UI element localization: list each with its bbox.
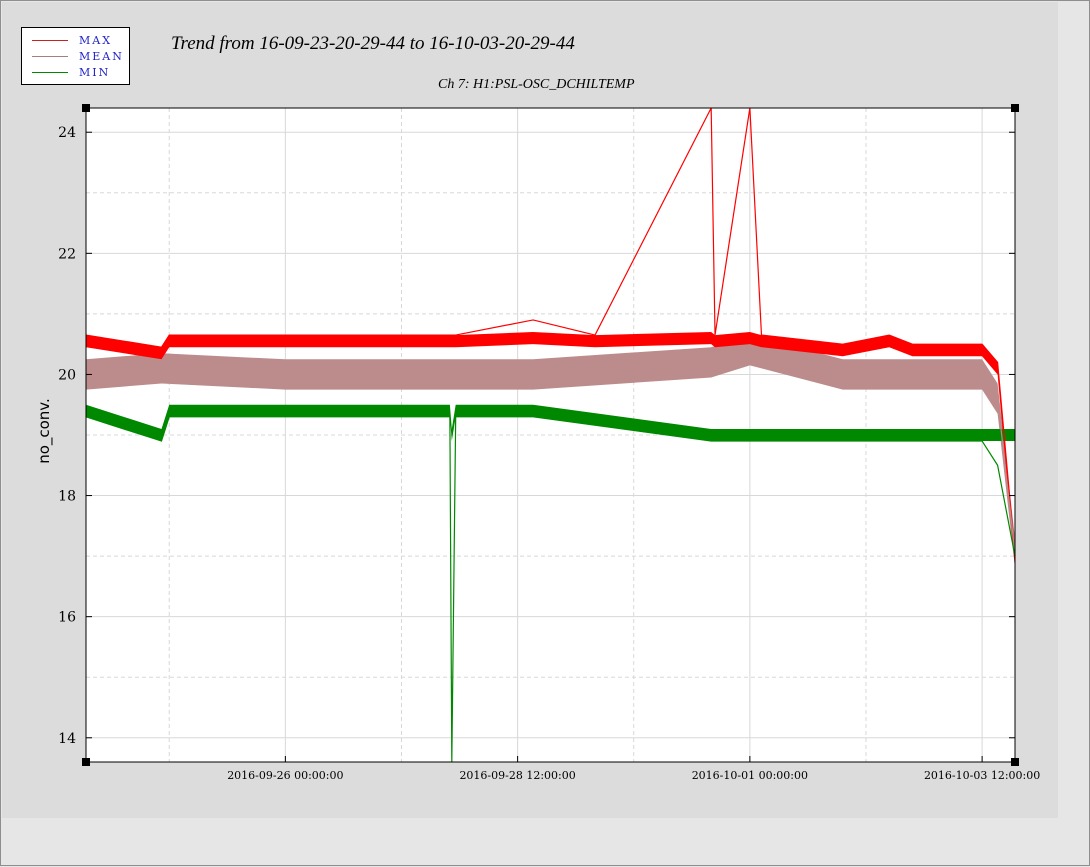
chart-title: Trend from 16-09-23-20-29-44 to 16-10-03… — [171, 33, 575, 54]
y-tick-label: 18 — [58, 489, 76, 505]
frame-corner-marker — [82, 104, 90, 112]
y-tick-label: 20 — [58, 367, 76, 383]
legend-item-max: MAX — [32, 34, 127, 48]
legend-label-mean: MEAN — [79, 50, 124, 63]
legend-swatch-min — [32, 72, 68, 73]
y-tick-label: 24 — [58, 125, 76, 141]
y-tick-label: 14 — [58, 731, 76, 747]
chart-subtitle: Ch 7: H1:PSL-OSC_DCHILTEMP — [438, 77, 635, 92]
frame-corner-marker — [1011, 758, 1019, 766]
legend-item-min: MIN — [32, 66, 127, 80]
series-line-max — [85, 107, 1016, 557]
legend-swatch-max — [32, 40, 68, 41]
legend-swatch-mean — [32, 56, 68, 57]
x-tick-label: 2016-09-28 12:00:00 — [459, 769, 575, 782]
plot-frame — [85, 107, 1016, 763]
legend-item-mean: MEAN — [32, 50, 127, 64]
series-line-min — [85, 416, 1016, 763]
series-line-mean — [85, 349, 1016, 554]
x-tick-label: 2016-10-03 12:00:00 — [924, 769, 1040, 782]
frame-corner-marker — [1011, 104, 1019, 112]
frame-corner-marker — [82, 758, 90, 766]
series-band-min — [86, 404, 1015, 442]
legend-label-min: MIN — [79, 66, 111, 79]
series-band-mean — [86, 335, 1015, 569]
legend-label-max: MAX — [79, 34, 113, 47]
series-band-max — [86, 332, 1015, 569]
x-tick-label: 2016-10-01 00:00:00 — [692, 769, 808, 782]
legend-box: MAX MEAN MIN — [21, 27, 130, 85]
y-tick-label: 22 — [58, 246, 76, 262]
x-tick-label: 2016-09-26 00:00:00 — [227, 769, 343, 782]
y-tick-label: 16 — [58, 610, 76, 626]
